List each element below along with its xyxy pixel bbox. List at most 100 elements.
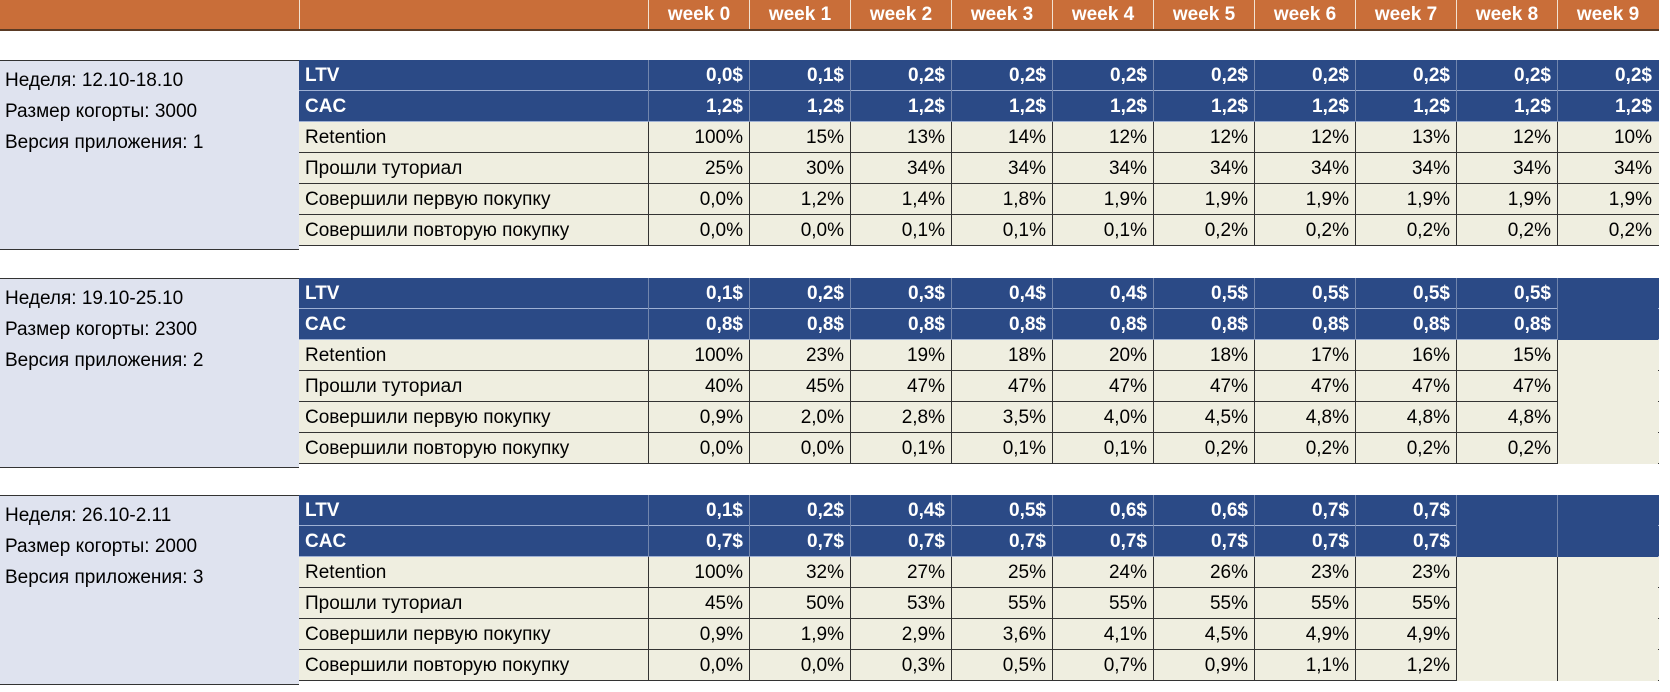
metric-value-cell[interactable]: 0,8$ [1355, 309, 1456, 340]
metric-value-cell[interactable]: 0,2$ [850, 60, 951, 91]
metric-value-cell[interactable]: 1,2$ [1153, 91, 1254, 122]
week-header-cell[interactable]: week 7 [1355, 0, 1456, 29]
metric-value-cell[interactable]: 0,2% [1355, 215, 1456, 246]
metric-value-cell[interactable]: 55% [951, 588, 1052, 619]
metric-value-cell[interactable] [1557, 557, 1658, 588]
metric-value-cell[interactable]: 0,3% [850, 650, 951, 681]
metric-value-cell[interactable]: 3,6% [951, 619, 1052, 650]
metric-name-cell[interactable]: Совершили первую покупку [305, 189, 551, 210]
metric-value-cell[interactable]: 0,7$ [749, 526, 850, 557]
metric-value-cell[interactable]: 34% [1557, 153, 1658, 184]
metric-value-cell[interactable]: 1,2$ [749, 91, 850, 122]
metric-value-cell[interactable]: 55% [1153, 588, 1254, 619]
metric-value-cell[interactable]: 27% [850, 557, 951, 588]
metric-name-cell[interactable]: CAC [305, 96, 347, 117]
metric-name-cell[interactable]: Совершили повторую покупку [305, 220, 570, 241]
metric-value-cell[interactable]: 1,4% [850, 184, 951, 215]
metric-value-cell[interactable]: 0,5$ [1355, 278, 1456, 309]
metric-value-cell[interactable]: 10% [1557, 122, 1658, 153]
metric-value-cell[interactable]: 0,2$ [1456, 60, 1557, 91]
week-header-cell[interactable]: week 3 [951, 0, 1052, 29]
metric-value-cell[interactable]: 4,5% [1153, 619, 1254, 650]
metric-value-cell[interactable]: 1,2% [1355, 650, 1456, 681]
metric-value-cell[interactable]: 12% [1254, 122, 1355, 153]
metric-value-cell[interactable]: 0,7$ [1355, 526, 1456, 557]
week-header-cell[interactable]: week 2 [850, 0, 951, 29]
metric-value-cell[interactable]: 40% [648, 371, 749, 402]
metric-value-cell[interactable]: 1,9% [749, 619, 850, 650]
metric-value-cell[interactable]: 30% [749, 153, 850, 184]
metric-value-cell[interactable]: 18% [951, 340, 1052, 371]
metric-value-cell[interactable]: 0,8$ [1254, 309, 1355, 340]
metric-value-cell[interactable]: 15% [1456, 340, 1557, 371]
week-header-cell[interactable]: week 6 [1254, 0, 1355, 29]
metric-value-cell[interactable] [1557, 495, 1658, 526]
metric-value-cell[interactable]: 0,8$ [1153, 309, 1254, 340]
metric-value-cell[interactable]: 47% [951, 371, 1052, 402]
metric-value-cell[interactable]: 12% [1153, 122, 1254, 153]
metric-value-cell[interactable]: 14% [951, 122, 1052, 153]
metric-value-cell[interactable]: 3,5% [951, 402, 1052, 433]
metric-value-cell[interactable]: 0,8$ [1456, 309, 1557, 340]
metric-value-cell[interactable] [1557, 588, 1658, 619]
metric-value-cell[interactable]: 0,5% [951, 650, 1052, 681]
metric-value-cell[interactable]: 34% [1254, 153, 1355, 184]
metric-value-cell[interactable]: 100% [648, 122, 749, 153]
metric-value-cell[interactable]: 0,0% [648, 184, 749, 215]
metric-value-cell[interactable]: 0,2$ [951, 60, 1052, 91]
metric-value-cell[interactable]: 55% [1254, 588, 1355, 619]
metric-value-cell[interactable]: 34% [1355, 153, 1456, 184]
week-header-cell[interactable]: week 0 [648, 0, 749, 29]
metric-value-cell[interactable]: 0,8$ [1052, 309, 1153, 340]
metric-value-cell[interactable]: 17% [1254, 340, 1355, 371]
metric-value-cell[interactable]: 1,8% [951, 184, 1052, 215]
week-header-cell[interactable]: week 1 [749, 0, 850, 29]
metric-name-cell[interactable]: Совершили первую покупку [305, 407, 551, 428]
metric-value-cell[interactable]: 12% [1052, 122, 1153, 153]
cohort-info-cell[interactable]: Неделя: 19.10-25.10 Размер когорты: 2300 В… [0, 278, 299, 468]
metric-value-cell[interactable]: 0,2$ [1557, 60, 1658, 91]
metric-value-cell[interactable]: 0,1% [951, 215, 1052, 246]
header-blank-cell[interactable] [0, 0, 299, 29]
metric-value-cell[interactable] [1456, 526, 1557, 557]
metric-value-cell[interactable]: 1,2$ [1254, 91, 1355, 122]
metric-value-cell[interactable]: 34% [951, 153, 1052, 184]
metric-value-cell[interactable]: 34% [850, 153, 951, 184]
metric-value-cell[interactable]: 25% [648, 153, 749, 184]
metric-value-cell[interactable]: 47% [850, 371, 951, 402]
metric-value-cell[interactable]: 34% [1052, 153, 1153, 184]
metric-value-cell[interactable]: 45% [749, 371, 850, 402]
metric-value-cell[interactable]: 0,7$ [648, 526, 749, 557]
metric-value-cell[interactable]: 0,8$ [749, 309, 850, 340]
metric-name-cell[interactable]: LTV [305, 500, 340, 521]
metric-value-cell[interactable] [1557, 526, 1658, 557]
metric-value-cell[interactable] [1557, 340, 1658, 371]
metric-name-cell[interactable]: CAC [305, 531, 347, 552]
metric-value-cell[interactable]: 47% [1052, 371, 1153, 402]
metric-value-cell[interactable]: 0,2$ [1052, 60, 1153, 91]
metric-value-cell[interactable]: 0,5$ [1153, 278, 1254, 309]
metric-value-cell[interactable] [1557, 402, 1658, 433]
metric-value-cell[interactable]: 0,0% [749, 433, 850, 464]
metric-value-cell[interactable] [1456, 495, 1557, 526]
metric-value-cell[interactable]: 4,5% [1153, 402, 1254, 433]
metric-value-cell[interactable]: 1,9% [1456, 184, 1557, 215]
metric-value-cell[interactable]: 34% [1456, 153, 1557, 184]
metric-value-cell[interactable]: 23% [749, 340, 850, 371]
metric-value-cell[interactable]: 0,1% [951, 433, 1052, 464]
metric-name-cell[interactable]: LTV [305, 65, 340, 86]
metric-value-cell[interactable]: 0,1$ [749, 60, 850, 91]
metric-value-cell[interactable]: 4,9% [1355, 619, 1456, 650]
metric-name-cell[interactable]: Совершили повторую покупку [305, 438, 570, 459]
metric-name-cell[interactable]: Совершили повторую покупку [305, 655, 570, 676]
metric-value-cell[interactable]: 45% [648, 588, 749, 619]
metric-value-cell[interactable] [1557, 309, 1658, 340]
week-header-cell[interactable]: week 8 [1456, 0, 1557, 29]
metric-value-cell[interactable]: 4,0% [1052, 402, 1153, 433]
metric-value-cell[interactable]: 2,9% [850, 619, 951, 650]
metric-value-cell[interactable]: 0,7$ [1052, 526, 1153, 557]
metric-value-cell[interactable]: 0,8$ [850, 309, 951, 340]
metric-value-cell[interactable]: 15% [749, 122, 850, 153]
metric-value-cell[interactable]: 0,8$ [648, 309, 749, 340]
metric-value-cell[interactable]: 0,2% [1355, 433, 1456, 464]
